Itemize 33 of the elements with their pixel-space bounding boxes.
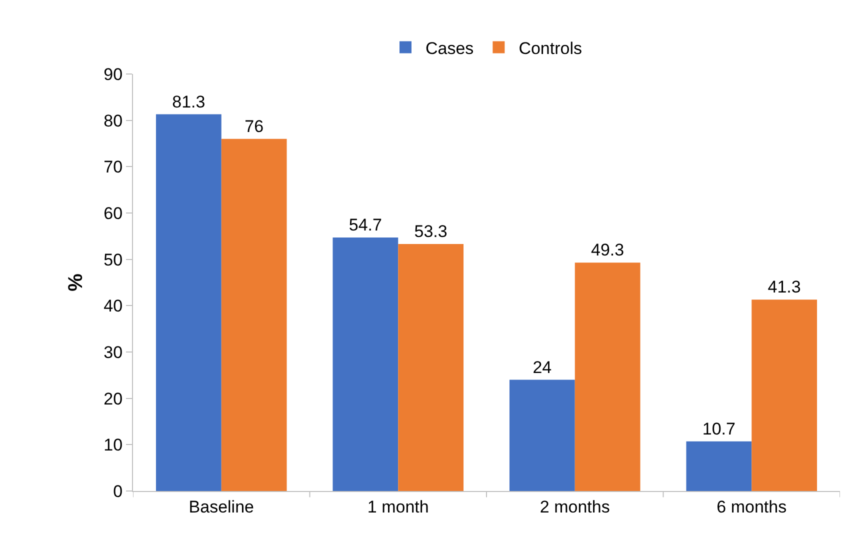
data-label: 24	[532, 358, 552, 377]
y-tick-label: 10	[104, 436, 123, 455]
bar	[574, 262, 640, 491]
y-tick-label: 40	[104, 296, 123, 316]
legend-label: Cases	[426, 38, 474, 58]
bar	[156, 114, 222, 491]
data-label: 76	[244, 116, 264, 136]
bar	[686, 441, 752, 491]
y-tick-label: 90	[104, 64, 123, 84]
x-tick-label: 6 months	[716, 497, 787, 516]
y-tick-label: 20	[104, 389, 123, 408]
y-tick-label: 0	[113, 482, 123, 501]
bar	[398, 244, 464, 491]
data-label: 53.3	[414, 222, 448, 242]
x-tick-label: Baseline	[188, 497, 254, 516]
x-tick-label: 1 month	[367, 497, 429, 516]
data-label: 10.7	[702, 419, 736, 438]
y-tick-label: 60	[104, 204, 123, 223]
y-axis-title: %	[65, 273, 88, 292]
x-tick-label: 2 months	[540, 497, 610, 516]
legend-label: Controls	[518, 38, 582, 58]
data-label: 41.3	[768, 278, 801, 297]
data-label: 81.3	[172, 92, 206, 112]
data-label: 54.7	[348, 216, 382, 235]
bar	[332, 238, 398, 491]
y-tick-label: 30	[104, 342, 123, 362]
bar	[752, 300, 818, 491]
bar	[509, 380, 575, 491]
y-tick-label: 50	[104, 250, 123, 270]
data-label: 49.3	[591, 240, 624, 260]
y-tick-label: 70	[104, 158, 123, 177]
y-tick-label: 80	[104, 111, 123, 130]
bar	[221, 138, 287, 491]
